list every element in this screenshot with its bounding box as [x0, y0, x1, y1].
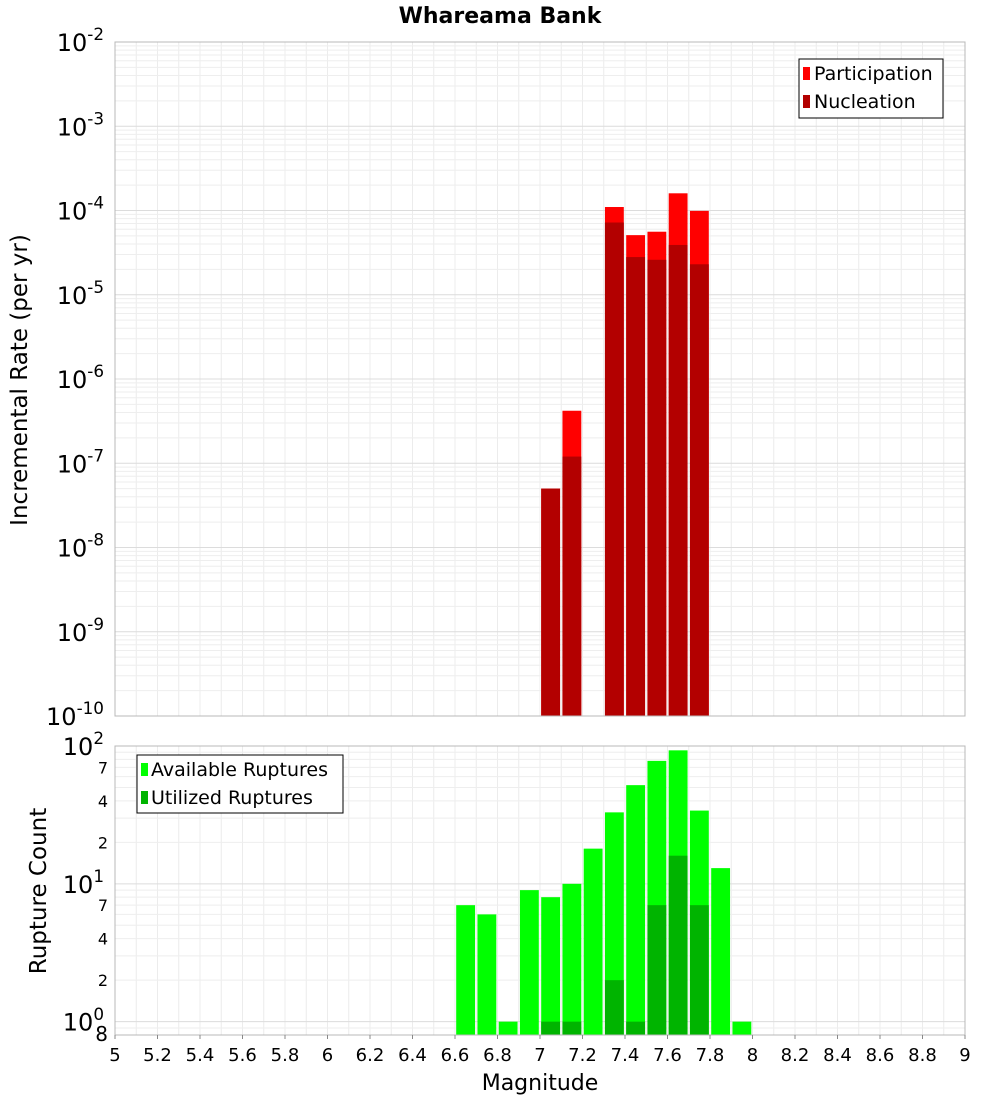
top-y-tick-label: 10-6 — [57, 361, 104, 394]
top-panel-bar-nucleation — [689, 264, 709, 716]
legend-label-nucleation: Nucleation — [814, 91, 916, 113]
x-tick-label: 7.8 — [696, 1045, 725, 1066]
bottom-y-axis-label: Rupture Count — [26, 808, 52, 974]
legend-label-participation: Participation — [814, 63, 933, 85]
top-y-tick-label: 10-5 — [57, 277, 104, 310]
bottom-panel-bars — [456, 750, 752, 1035]
x-tick-label: 9 — [959, 1045, 970, 1066]
x-tick-label: 7.6 — [653, 1045, 682, 1066]
bottom-panel-bar-utilized-ruptures — [541, 1021, 561, 1035]
bottom-panel-bar-available-ruptures — [562, 883, 582, 1035]
bottom-y-major-tick-label: 102 — [63, 728, 104, 761]
bottom-panel-bar-available-ruptures — [498, 1021, 518, 1035]
x-tick-label: 5.6 — [228, 1045, 257, 1066]
x-tick-label: 5 — [109, 1045, 120, 1066]
top-panel-bar-nucleation — [604, 222, 624, 717]
top-panel-bars — [541, 193, 709, 717]
bottom-y-minor-tick-label: 7 — [98, 896, 108, 915]
x-tick-label: 8.6 — [866, 1045, 895, 1066]
bottom-panel-bar-available-ruptures — [604, 812, 624, 1035]
bottom-y-minor-tick-label: 8 — [95, 1022, 108, 1046]
top-panel-bar-nucleation — [562, 456, 582, 716]
x-tick-label: 5.4 — [186, 1045, 215, 1066]
chart-title: Whareama Bank — [399, 4, 603, 29]
legend-swatch-nucleation — [803, 95, 810, 108]
x-tick-label: 6 — [322, 1045, 333, 1066]
top-panel-frame — [114, 41, 966, 717]
top-y-tick-label: 10-7 — [57, 445, 104, 478]
bottom-panel-bar-utilized-ruptures — [647, 905, 667, 1035]
x-tick-label: 8 — [747, 1045, 758, 1066]
x-tick-label: 6.2 — [356, 1045, 385, 1066]
top-y-axis-label: Incremental Rate (per yr) — [7, 234, 33, 526]
bottom-panel-bar-available-ruptures — [541, 897, 561, 1035]
bottom-panel-bar-available-ruptures — [456, 905, 476, 1035]
top-panel-bar-nucleation — [668, 244, 688, 716]
top-y-tick-label: 10-3 — [57, 108, 104, 141]
bottom-panel-bar-utilized-ruptures — [562, 1021, 582, 1035]
top-panel-bar-nucleation — [647, 259, 667, 716]
top-legend-box — [798, 58, 944, 119]
top-y-tick-label: 10-2 — [57, 24, 104, 57]
bottom-panel-bar-utilized-ruptures — [626, 1021, 646, 1035]
bottom-panel-bar-available-ruptures — [732, 1021, 752, 1035]
bottom-y-minor-tick-label: 2 — [98, 833, 108, 852]
bottom-y-major-tick-label: 101 — [63, 866, 104, 899]
bottom-panel-bar-utilized-ruptures — [604, 980, 624, 1035]
x-tick-label: 7 — [534, 1045, 545, 1066]
legend-swatch-available-ruptures — [141, 763, 148, 776]
bottom-legend-box — [136, 754, 344, 814]
bottom-panel-bar-utilized-ruptures — [689, 905, 709, 1035]
x-tick-label: 5.2 — [143, 1045, 172, 1066]
x-tick-label: 8.8 — [908, 1045, 937, 1066]
top-panel-bar-nucleation — [541, 488, 561, 716]
bottom-panel-bar-available-ruptures — [477, 914, 497, 1035]
top-y-tick-label: 10-9 — [57, 614, 104, 647]
bottom-panel-bar-available-ruptures — [583, 848, 603, 1035]
bottom-y-minor-tick-label: 4 — [98, 792, 108, 811]
x-tick-label: 6.6 — [441, 1045, 470, 1066]
bottom-panel-bar-available-ruptures — [626, 785, 646, 1035]
x-tick-label: 7.4 — [611, 1045, 640, 1066]
top-panel-bar-nucleation — [626, 257, 646, 716]
legend-swatch-utilized-ruptures — [141, 791, 148, 804]
bottom-y-major-tick-label: 100 — [63, 1004, 104, 1037]
x-tick-label: 8.4 — [823, 1045, 852, 1066]
bottom-panel-bar-available-ruptures — [711, 868, 731, 1035]
bottom-panel-bar-utilized-ruptures — [668, 855, 688, 1035]
bottom-y-minor-tick-label: 2 — [98, 971, 108, 990]
x-axis-label: Magnitude — [482, 1071, 599, 1096]
x-tick-label: 5.8 — [271, 1045, 300, 1066]
x-tick-label: 6.8 — [483, 1045, 512, 1066]
bottom-panel-bar-available-ruptures — [519, 890, 539, 1035]
bottom-legend: Available Ruptures Utilized Ruptures — [136, 754, 344, 814]
bottom-y-minor-tick-label: 7 — [98, 758, 108, 777]
legend-label-utilized-ruptures: Utilized Ruptures — [151, 787, 313, 809]
top-panel-grid — [114, 42, 966, 717]
bottom-y-minor-tick-label: 4 — [98, 930, 108, 949]
x-tick-label: 6.4 — [398, 1045, 427, 1066]
x-tick-label: 7.2 — [568, 1045, 597, 1066]
top-y-tick-label: 10-10 — [46, 698, 104, 731]
x-tick-label: 8.2 — [781, 1045, 810, 1066]
top-y-tick-label: 10-4 — [57, 193, 104, 226]
top-y-tick-label: 10-8 — [57, 530, 104, 563]
top-legend: Participation Nucleation — [798, 58, 944, 119]
legend-swatch-participation — [803, 67, 810, 80]
legend-label-available-ruptures: Available Ruptures — [151, 759, 328, 781]
